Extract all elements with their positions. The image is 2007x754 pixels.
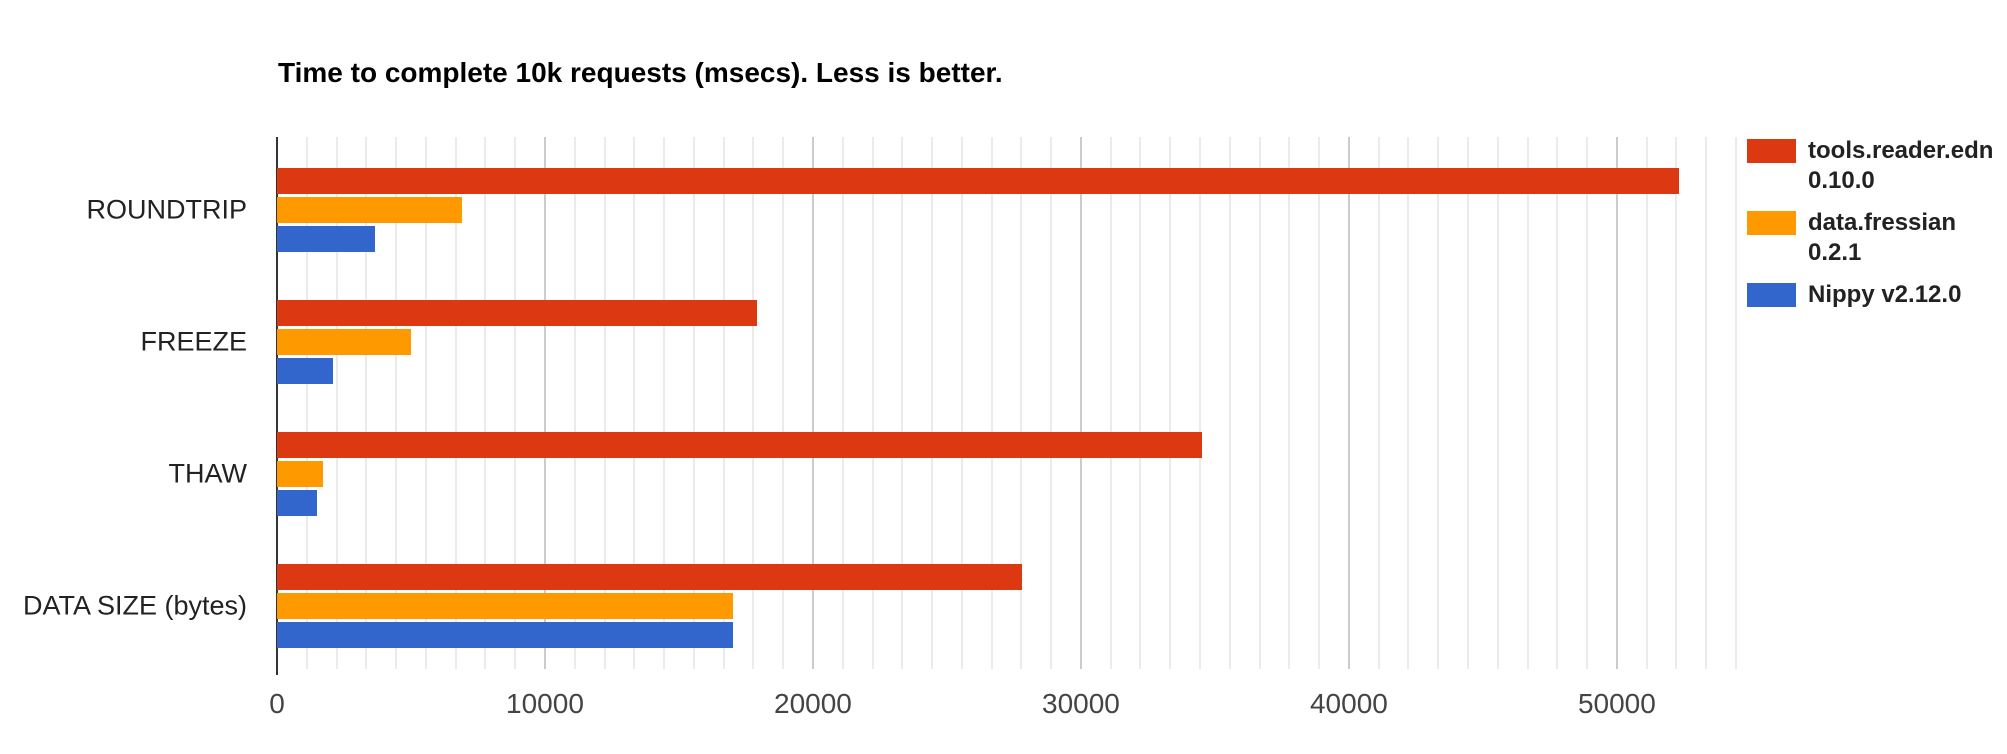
minor-gridline <box>871 137 874 669</box>
legend-label-tools-reader-edn: tools.reader.edn 0.10.0 <box>1808 137 1994 194</box>
minor-gridline <box>663 137 666 669</box>
category-label-roundtrip: ROUNDTRIP <box>86 194 248 225</box>
minor-gridline <box>692 137 695 669</box>
minor-gridline <box>484 137 487 669</box>
minor-gridline <box>931 137 934 669</box>
minor-gridline <box>752 137 755 669</box>
minor-gridline <box>305 137 308 669</box>
minor-gridline <box>1586 137 1589 669</box>
minor-gridline <box>1258 137 1261 669</box>
category-label-freeze: FREEZE <box>140 326 247 357</box>
bar-data-size-bytes-tools-reader-edn-0-10-0 <box>277 564 1022 590</box>
minor-gridline <box>603 137 606 669</box>
minor-gridline <box>1645 137 1648 669</box>
minor-gridline <box>1139 137 1142 669</box>
minor-gridline <box>1526 137 1529 669</box>
x-tick-label-40000: 40000 <box>1309 688 1388 719</box>
legend-label-data-fressian: data.fressian 0.2.1 <box>1808 209 1957 266</box>
legend-swatch-tools-reader-edn <box>1747 139 1796 163</box>
category-label-thaw: THAW <box>168 458 247 489</box>
bar-thaw-nippy-v2-12-0 <box>277 490 317 516</box>
minor-gridline <box>335 137 338 669</box>
x-tick-label-50000: 50000 <box>1577 688 1656 719</box>
minor-gridline <box>1050 137 1053 669</box>
legend-entry-data-fressian: data.fressian 0.2.1 <box>1747 208 2002 268</box>
minor-gridline <box>1020 137 1023 669</box>
minor-gridline <box>1109 137 1112 669</box>
x-tick-label-30000: 30000 <box>1042 688 1120 719</box>
legend-swatch-data-fressian <box>1747 211 1796 235</box>
bar-thaw-tools-reader-edn-0-10-0 <box>277 432 1202 458</box>
bar-thaw-data-fressian-0-2-1 <box>277 461 323 487</box>
bar-freeze-data-fressian-0-2-1 <box>277 329 411 355</box>
x-tick-label-20000: 20000 <box>774 688 852 719</box>
major-gridline <box>543 137 546 669</box>
x-tick-label-0: 0 <box>269 688 285 719</box>
minor-gridline <box>1377 137 1380 669</box>
legend: tools.reader.edn 0.10.0 data.fressian 0.2… <box>1747 136 2002 322</box>
minor-gridline <box>901 137 904 669</box>
minor-gridline <box>960 137 963 669</box>
bar-freeze-nippy-v2-12-0 <box>277 358 333 384</box>
minor-gridline <box>1467 137 1470 669</box>
minor-gridline <box>1318 137 1321 669</box>
minor-gridline <box>1705 137 1708 669</box>
major-gridline <box>1079 137 1082 669</box>
minor-gridline <box>573 137 576 669</box>
minor-gridline <box>633 137 636 669</box>
minor-gridline <box>990 137 993 669</box>
bar-data-size-bytes-nippy-v2-12-0 <box>277 622 733 648</box>
x-tick-label-10000: 10000 <box>506 688 584 719</box>
bar-data-size-bytes-data-fressian-0-2-1 <box>277 593 733 619</box>
minor-gridline <box>514 137 517 669</box>
minor-gridline <box>1675 137 1678 669</box>
minor-gridline <box>365 137 368 669</box>
minor-gridline <box>395 137 398 669</box>
major-gridline <box>1347 137 1350 669</box>
minor-gridline <box>1228 137 1231 669</box>
bar-roundtrip-data-fressian-0-2-1 <box>277 197 462 223</box>
bar-roundtrip-tools-reader-edn-0-10-0 <box>277 168 1679 194</box>
minor-gridline <box>1496 137 1499 669</box>
minor-gridline <box>722 137 725 669</box>
legend-swatch-nippy-v2-12-0 <box>1747 283 1796 307</box>
category-label-data-size-bytes: DATA SIZE (bytes) <box>22 590 247 621</box>
minor-gridline <box>1437 137 1440 669</box>
major-gridline <box>811 137 814 669</box>
minor-gridline <box>424 137 427 669</box>
legend-entry-nippy-v2-12-0: Nippy v2.12.0 <box>1747 280 2002 310</box>
chart-title: Time to complete 10k requests (msecs). L… <box>278 57 1003 88</box>
bar-freeze-tools-reader-edn-0-10-0 <box>277 300 757 326</box>
minor-gridline <box>1735 137 1737 669</box>
minor-gridline <box>1556 137 1559 669</box>
minor-gridline <box>1199 137 1202 669</box>
legend-entry-tools-reader-edn: tools.reader.edn 0.10.0 <box>1747 136 2002 196</box>
minor-gridline <box>454 137 457 669</box>
bar-roundtrip-nippy-v2-12-0 <box>277 226 375 252</box>
minor-gridline <box>782 137 785 669</box>
legend-label-nippy-v2-12-0: Nippy v2.12.0 <box>1808 281 1962 308</box>
minor-gridline <box>841 137 844 669</box>
major-gridline <box>1615 137 1618 669</box>
minor-gridline <box>1407 137 1410 669</box>
minor-gridline <box>1169 137 1172 669</box>
minor-gridline <box>1288 137 1291 669</box>
axis-baseline <box>276 137 278 675</box>
